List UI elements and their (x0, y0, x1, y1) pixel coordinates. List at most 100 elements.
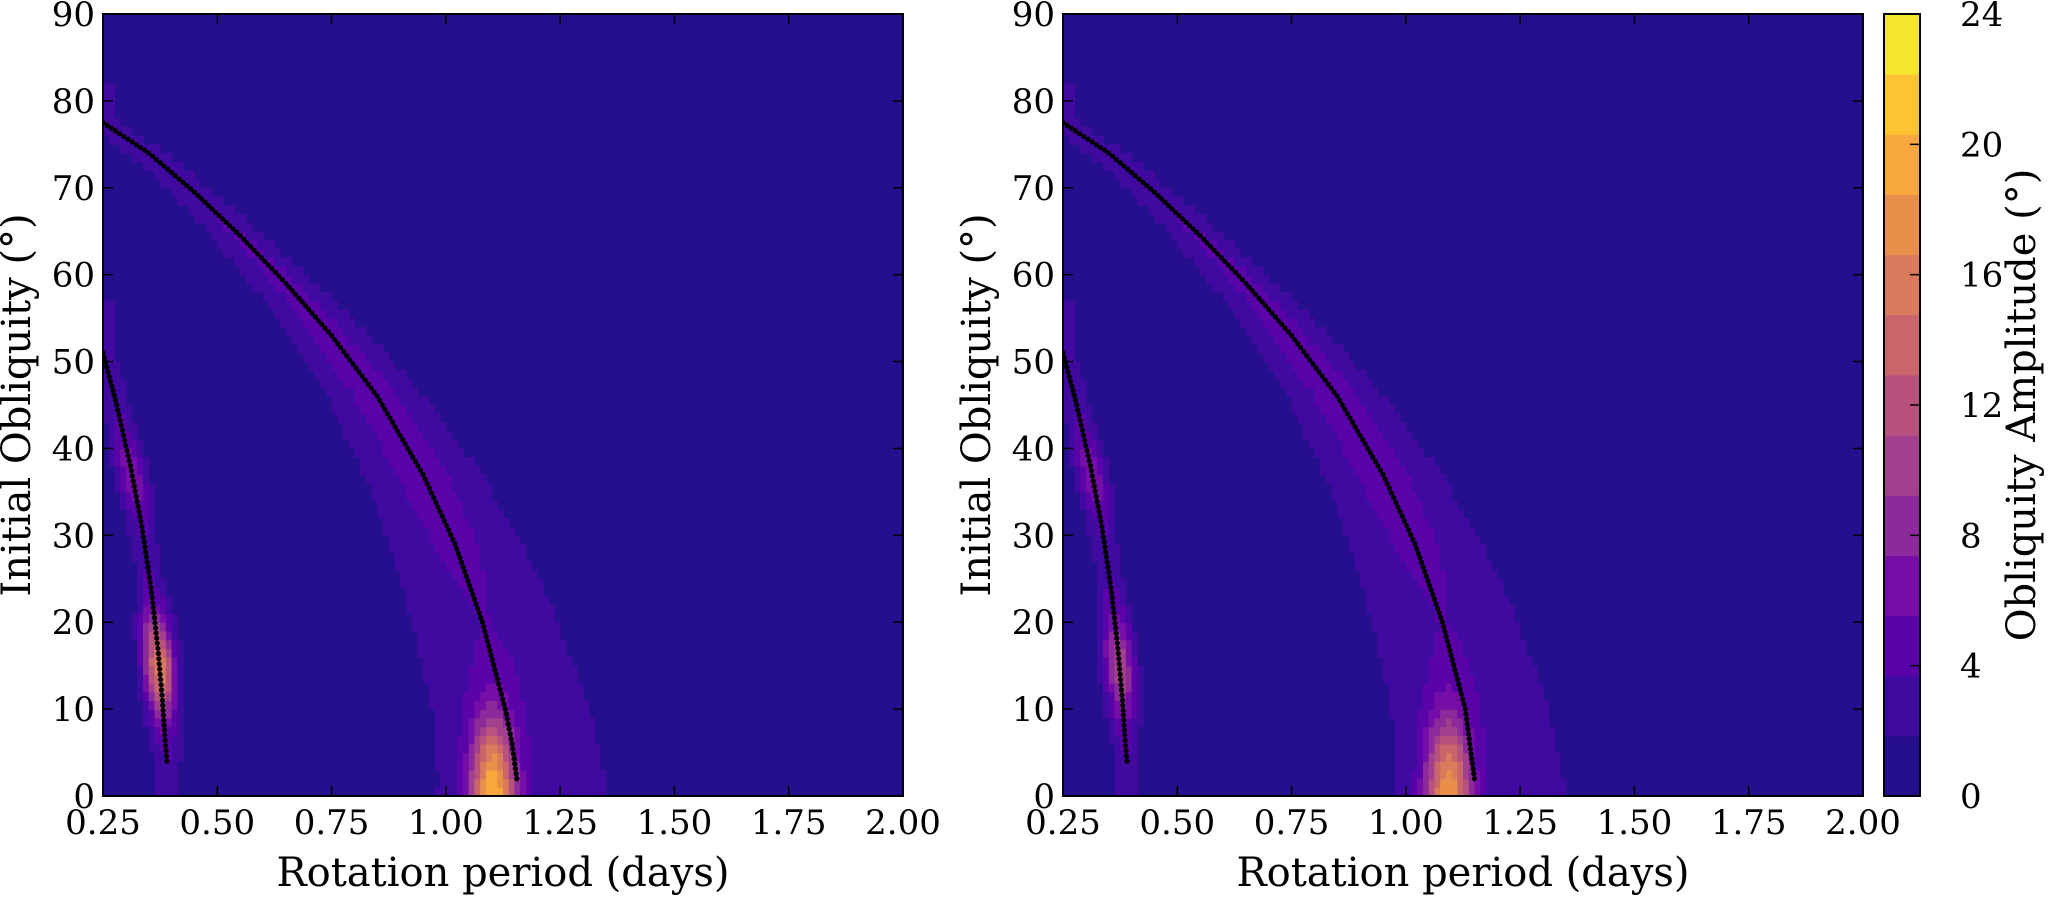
contour-cell (508, 778, 516, 788)
contour-cell (1097, 622, 1104, 632)
resonance-dot (1186, 222, 1193, 229)
contour-cell (154, 587, 161, 597)
resonance-dot (1465, 731, 1472, 737)
contour-cell (1120, 604, 1127, 615)
contour-cell (1331, 483, 1338, 493)
contour-cell (1103, 674, 1110, 684)
resonance-dot (1355, 428, 1361, 434)
contour-cell (1291, 318, 1298, 328)
contour-cell (543, 604, 550, 615)
contour-cell (1445, 656, 1453, 667)
contour-cell (1125, 717, 1133, 728)
contour-cell (405, 596, 413, 606)
contour-cell (1394, 535, 1401, 545)
contour-cell (154, 170, 161, 180)
resonance-dot (162, 737, 168, 743)
contour-cell (440, 735, 447, 745)
contour-cell (1148, 170, 1156, 180)
contour-cell (371, 396, 378, 406)
contour-cell (543, 709, 550, 719)
contour-cell (463, 587, 470, 597)
resonance-dot (368, 385, 374, 391)
contour-cell (114, 370, 121, 380)
contour-cell (485, 752, 493, 762)
contour-cell (1445, 674, 1453, 684)
contour-cell (1354, 439, 1361, 450)
contour-cell (1537, 700, 1544, 710)
contour-cell (1554, 769, 1561, 780)
contour-cell (1405, 648, 1413, 658)
contour-cell (411, 596, 418, 606)
contour-cell (474, 743, 481, 754)
contour-cell (137, 135, 144, 145)
contour-cell (337, 335, 344, 345)
contour-cell (1343, 448, 1350, 458)
contour-cell (1285, 344, 1293, 354)
contour-cell (388, 509, 396, 519)
contour-cell (1560, 787, 1567, 796)
contour-cell (1428, 683, 1436, 693)
contour-cell (445, 474, 453, 484)
contour-cell (537, 639, 544, 649)
resonance-dot (1120, 707, 1126, 713)
contour-cell (1411, 735, 1418, 745)
contour-cell (560, 735, 567, 745)
contour-cell (1394, 656, 1401, 667)
resonance-dot (106, 373, 112, 380)
contour-cell (137, 674, 144, 684)
contour-cell (1211, 239, 1218, 250)
contour-cell (468, 613, 476, 623)
resonance-dot (1414, 546, 1420, 552)
contour-cell (1074, 448, 1081, 458)
contour-cell (1108, 665, 1116, 675)
contour-cell (394, 544, 401, 554)
contour-cell (485, 709, 493, 719)
contour-cell (411, 570, 418, 580)
contour-cell (1291, 396, 1298, 406)
contour-cell (388, 491, 396, 502)
contour-cell (1388, 544, 1396, 554)
contour-cell (360, 326, 367, 337)
y-tick-label: 30 (1012, 516, 1055, 556)
resonance-dot (476, 610, 482, 616)
contour-cell (1343, 517, 1350, 528)
contour-cell (148, 726, 156, 736)
contour-cell (371, 448, 378, 458)
contour-cell (1508, 752, 1516, 762)
contour-cell (560, 656, 567, 667)
contour-cell (417, 517, 424, 528)
resonance-dot (109, 383, 115, 389)
contour-cell (474, 465, 481, 476)
contour-cell (1497, 656, 1504, 667)
contour-cell (583, 700, 590, 710)
contour-cell (508, 622, 516, 632)
contour-cell (588, 726, 596, 736)
resonance-dot (1391, 495, 1397, 501)
contour-cell (1274, 300, 1281, 311)
contour-cell (411, 431, 418, 441)
colorbar-swatch (1884, 74, 1920, 135)
contour-cell (1388, 517, 1396, 528)
contour-cell (1531, 700, 1538, 710)
resonance-dot (115, 407, 121, 413)
contour-cell (1211, 257, 1218, 267)
contour-cell (1503, 630, 1510, 641)
contour-cell (303, 352, 310, 363)
contour-cell (445, 604, 453, 615)
contour-cell (1468, 596, 1476, 606)
contour-cell (1514, 752, 1521, 762)
contour-cell (571, 717, 578, 728)
resonance-dot (353, 365, 359, 371)
contour-cell (1251, 300, 1258, 311)
contour-cell (148, 517, 156, 528)
contour-cell (525, 700, 533, 710)
contour-cell (1491, 700, 1498, 710)
contour-cell (1137, 665, 1144, 675)
contour-cell (205, 213, 213, 224)
contour-cell (440, 587, 447, 597)
contour-cell (1434, 691, 1441, 702)
contour-cell (1080, 439, 1087, 450)
contour-cell (1560, 778, 1567, 788)
contour-cell (503, 726, 510, 736)
resonance-dot (1425, 578, 1431, 584)
